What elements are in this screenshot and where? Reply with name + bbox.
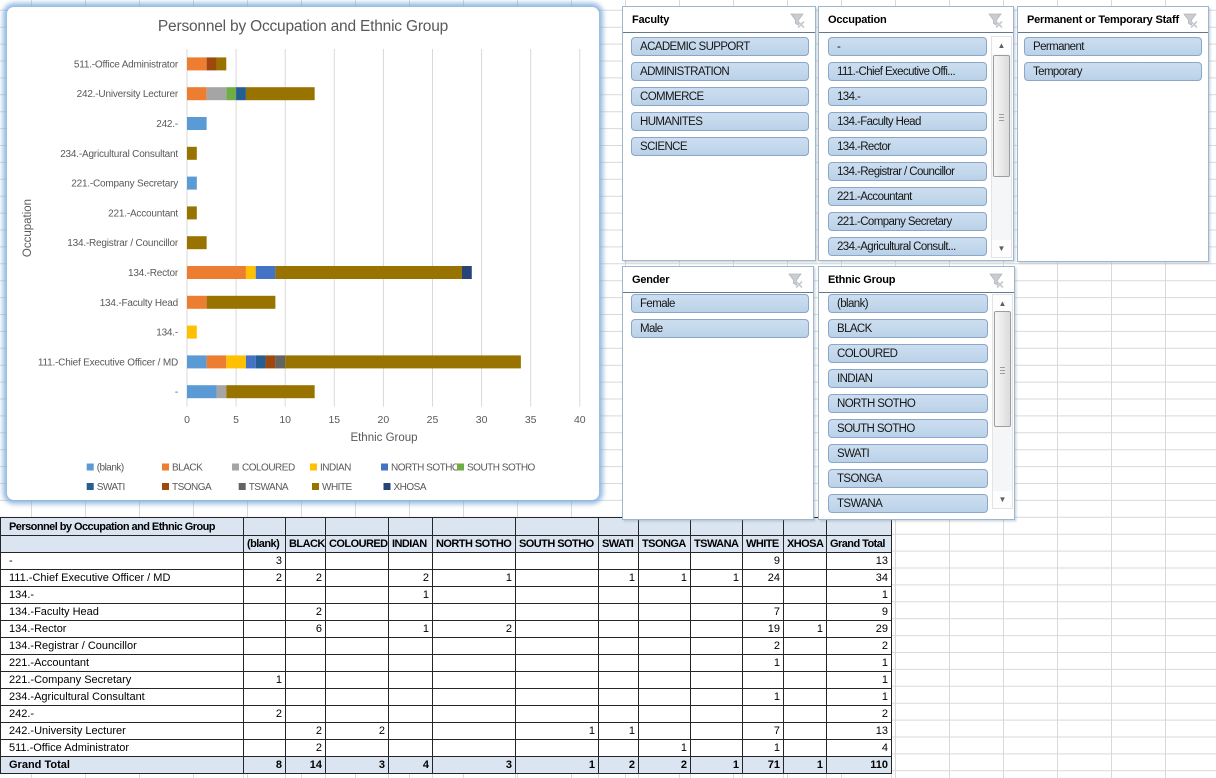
svg-text:SWATI: SWATI: [97, 482, 125, 493]
svg-text:40: 40: [574, 414, 586, 426]
svg-text:Ethnic Group: Ethnic Group: [350, 432, 417, 444]
svg-text:XHOSA: XHOSA: [394, 482, 427, 493]
svg-text:242.-University Lecturer: 242.-University Lecturer: [77, 89, 179, 100]
svg-text:Occupation: Occupation: [22, 199, 34, 257]
svg-text:20: 20: [378, 414, 390, 426]
svg-text:0: 0: [184, 414, 190, 426]
svg-text:25: 25: [427, 414, 439, 426]
svg-text:15: 15: [328, 414, 340, 426]
svg-text:(blank): (blank): [97, 463, 124, 474]
svg-text:SOUTH SOTHO: SOUTH SOTHO: [467, 463, 536, 474]
svg-text:TSWANA: TSWANA: [249, 482, 289, 493]
svg-text:511.-Office Administrator: 511.-Office Administrator: [74, 59, 179, 70]
svg-text:TSONGA: TSONGA: [172, 482, 212, 493]
svg-text:Personnel by Occupation and Et: Personnel by Occupation and Ethnic Group: [158, 18, 448, 35]
svg-text:134.-: 134.-: [156, 328, 178, 339]
svg-text:111.-Chief Executive Officer /: 111.-Chief Executive Officer / MD: [38, 357, 178, 368]
svg-text:234.-Agricultural Consultant: 234.-Agricultural Consultant: [60, 149, 178, 160]
svg-text:BLACK: BLACK: [172, 463, 203, 474]
svg-text:35: 35: [525, 414, 537, 426]
svg-text:INDIAN: INDIAN: [320, 463, 351, 474]
svg-text:242.-: 242.-: [156, 119, 178, 130]
svg-text:10: 10: [279, 414, 291, 426]
svg-text:WHITE: WHITE: [322, 482, 353, 493]
svg-text:30: 30: [476, 414, 488, 426]
svg-text:COLOURED: COLOURED: [242, 463, 295, 474]
svg-text:134.-Registrar / Councillor: 134.-Registrar / Councillor: [67, 238, 179, 249]
svg-text:5: 5: [233, 414, 239, 426]
svg-text:221.-Company Secretary: 221.-Company Secretary: [71, 179, 178, 190]
svg-text:134.-Faculty Head: 134.-Faculty Head: [100, 298, 178, 309]
svg-text:134.-Rector: 134.-Rector: [128, 268, 179, 279]
svg-text:221.-Accountant: 221.-Accountant: [108, 208, 178, 219]
svg-text:NORTH SOTHO: NORTH SOTHO: [391, 463, 460, 474]
svg-text:-: -: [175, 387, 178, 398]
